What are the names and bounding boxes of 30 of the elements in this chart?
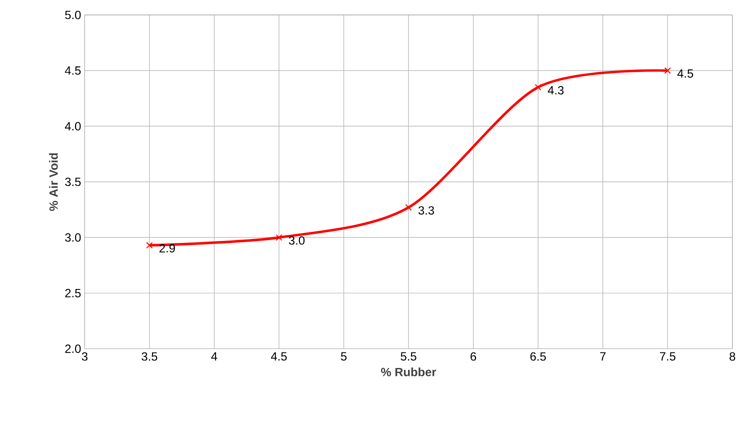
data-label: 3.0 bbox=[288, 236, 305, 244]
data-label: 4.3 bbox=[548, 86, 564, 94]
y-tick-label: 2.5 bbox=[65, 288, 81, 298]
data-label: 2.9 bbox=[160, 244, 175, 252]
x-tick-label: 5 bbox=[340, 352, 347, 360]
y-tick-label: 3.5 bbox=[65, 177, 81, 186]
data-label: 4.5 bbox=[677, 69, 694, 78]
x-tick-label: 5.5 bbox=[400, 352, 416, 360]
x-axis-title: % Rubber bbox=[381, 367, 436, 376]
point bbox=[405, 204, 412, 211]
y-tick-label: 4.0 bbox=[64, 122, 81, 130]
x-tick-label: 4.5 bbox=[271, 352, 287, 360]
x-tick-label: 3 bbox=[82, 352, 88, 360]
x-tick-label: 6 bbox=[470, 352, 476, 360]
x-tick-label: 4 bbox=[211, 352, 218, 360]
x-tick-label: 3.5 bbox=[142, 352, 158, 360]
data-label: 3.3 bbox=[418, 206, 434, 214]
point bbox=[276, 234, 282, 241]
y-tick-label: 2.0 bbox=[65, 344, 81, 353]
point bbox=[534, 84, 542, 90]
x-tick-label: 7.5 bbox=[660, 352, 676, 360]
x-tick-label: 6.5 bbox=[530, 352, 546, 360]
y-tick-label: 3.0 bbox=[65, 233, 81, 242]
y-tick-label: 4.5 bbox=[64, 66, 81, 75]
y-axis-title: % Air Void bbox=[49, 153, 58, 211]
x-tick-label: 7 bbox=[600, 352, 606, 360]
point bbox=[664, 67, 671, 74]
y-tick-label: 5.0 bbox=[65, 10, 81, 19]
x-tick-label: 8 bbox=[730, 352, 736, 360]
point bbox=[146, 242, 153, 248]
